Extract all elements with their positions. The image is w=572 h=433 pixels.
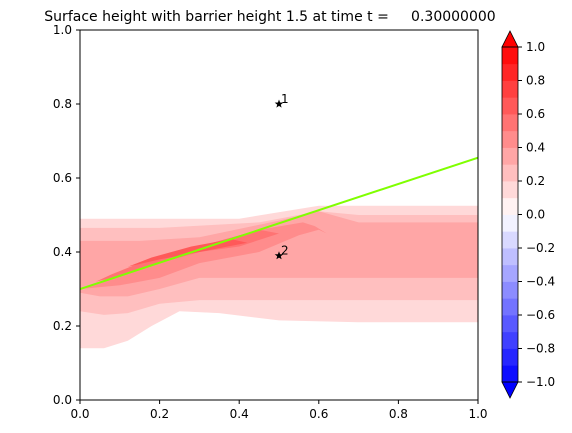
colorbar-tick-label: −1.0 xyxy=(526,375,555,389)
colorbar-band xyxy=(502,130,518,148)
colorbar-extend-max xyxy=(501,30,519,48)
x-tick-label: 0.0 xyxy=(70,407,89,421)
y-tick-label: 0.8 xyxy=(53,97,72,111)
colorbar-tick-label: −0.8 xyxy=(526,342,555,356)
y-tick-label: 0.0 xyxy=(53,393,72,407)
marker-label-2: 2 xyxy=(281,244,289,258)
colorbar-tick-label: −0.2 xyxy=(526,241,555,255)
colorbar: 1.0 0.8 0.6 0.4 0.2 0.0 −0.2 −0.4 −0.6 −0.8 −1.0 xyxy=(501,30,555,399)
plot-area: 12 xyxy=(80,92,478,349)
colorbar-band xyxy=(502,298,518,316)
colorbar-tick-label: 0.4 xyxy=(526,141,545,155)
x-tick-label: 1.0 xyxy=(468,407,487,421)
colorbar-band xyxy=(502,331,518,349)
colorbar-tick-label: 0.6 xyxy=(526,107,545,121)
marker-star-1 xyxy=(274,99,284,108)
colorbar-tick-label: −0.6 xyxy=(526,308,555,322)
colorbar-band xyxy=(502,365,518,383)
axes: 0.0 0.2 0.4 0.6 0.8 1.0 0.0 0.2 0.4 0.6 0.8 1.0 xyxy=(53,23,488,421)
colorbar-band xyxy=(502,348,518,366)
colorbar-band xyxy=(502,114,518,132)
colorbar-band xyxy=(502,80,518,98)
colorbar-band xyxy=(502,97,518,115)
y-tick-label: 0.4 xyxy=(53,245,72,259)
axes-frame xyxy=(79,29,479,401)
colorbar-band xyxy=(502,264,518,282)
colorbar-band xyxy=(502,147,518,165)
colorbar-band xyxy=(502,248,518,266)
colorbar-tick-label: −0.4 xyxy=(526,275,555,289)
marker-star-2 xyxy=(274,251,284,260)
y-tick-label: 0.2 xyxy=(53,319,72,333)
colorbar-band xyxy=(502,181,518,199)
x-tick-label: 0.8 xyxy=(389,407,408,421)
y-tick-label: 1.0 xyxy=(53,23,72,37)
colorbar-band xyxy=(502,197,518,215)
marker-label-1: 1 xyxy=(281,92,289,106)
colorbar-tick-label: 1.0 xyxy=(526,40,545,54)
x-tick-label: 0.2 xyxy=(150,407,169,421)
colorbar-band xyxy=(502,63,518,81)
colorbar-band xyxy=(502,315,518,333)
contour-band-0.4 xyxy=(80,222,327,289)
colorbar-band xyxy=(502,281,518,299)
colorbar-extend-min xyxy=(501,381,519,399)
colorbar-tick-label: 0.8 xyxy=(526,74,545,88)
x-tick-label: 0.4 xyxy=(230,407,249,421)
colorbar-tick-label: 0.0 xyxy=(526,208,545,222)
colorbar-tick-label: 0.2 xyxy=(526,174,545,188)
chart-title: Surface height with barrier height 1.5 a… xyxy=(44,9,495,25)
y-tick-label: 0.6 xyxy=(53,171,72,185)
colorbar-band xyxy=(502,231,518,249)
x-tick-label: 0.6 xyxy=(309,407,328,421)
colorbar-band xyxy=(502,214,518,232)
colorbar-band xyxy=(502,47,518,65)
barrier-line xyxy=(80,156,478,290)
colorbar-band xyxy=(502,164,518,182)
